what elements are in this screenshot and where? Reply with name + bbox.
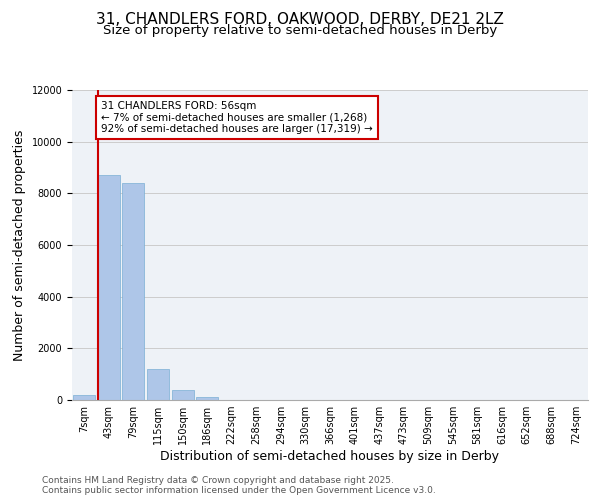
Text: 31, CHANDLERS FORD, OAKWOOD, DERBY, DE21 2LZ: 31, CHANDLERS FORD, OAKWOOD, DERBY, DE21…: [96, 12, 504, 28]
Bar: [147, 369, 169, 400]
Bar: [196, 398, 218, 400]
Text: Size of property relative to semi-detached houses in Derby: Size of property relative to semi-detach…: [103, 24, 497, 37]
Bar: [73, 395, 95, 400]
Bar: [98, 176, 120, 400]
Text: 31 CHANDLERS FORD: 56sqm
← 7% of semi-detached houses are smaller (1,268)
92% of: 31 CHANDLERS FORD: 56sqm ← 7% of semi-de…: [101, 101, 373, 134]
Bar: [172, 390, 194, 400]
X-axis label: Distribution of semi-detached houses by size in Derby: Distribution of semi-detached houses by …: [161, 450, 499, 463]
Y-axis label: Number of semi-detached properties: Number of semi-detached properties: [13, 130, 26, 360]
Text: Contains HM Land Registry data © Crown copyright and database right 2025.
Contai: Contains HM Land Registry data © Crown c…: [42, 476, 436, 495]
Bar: [122, 183, 145, 400]
